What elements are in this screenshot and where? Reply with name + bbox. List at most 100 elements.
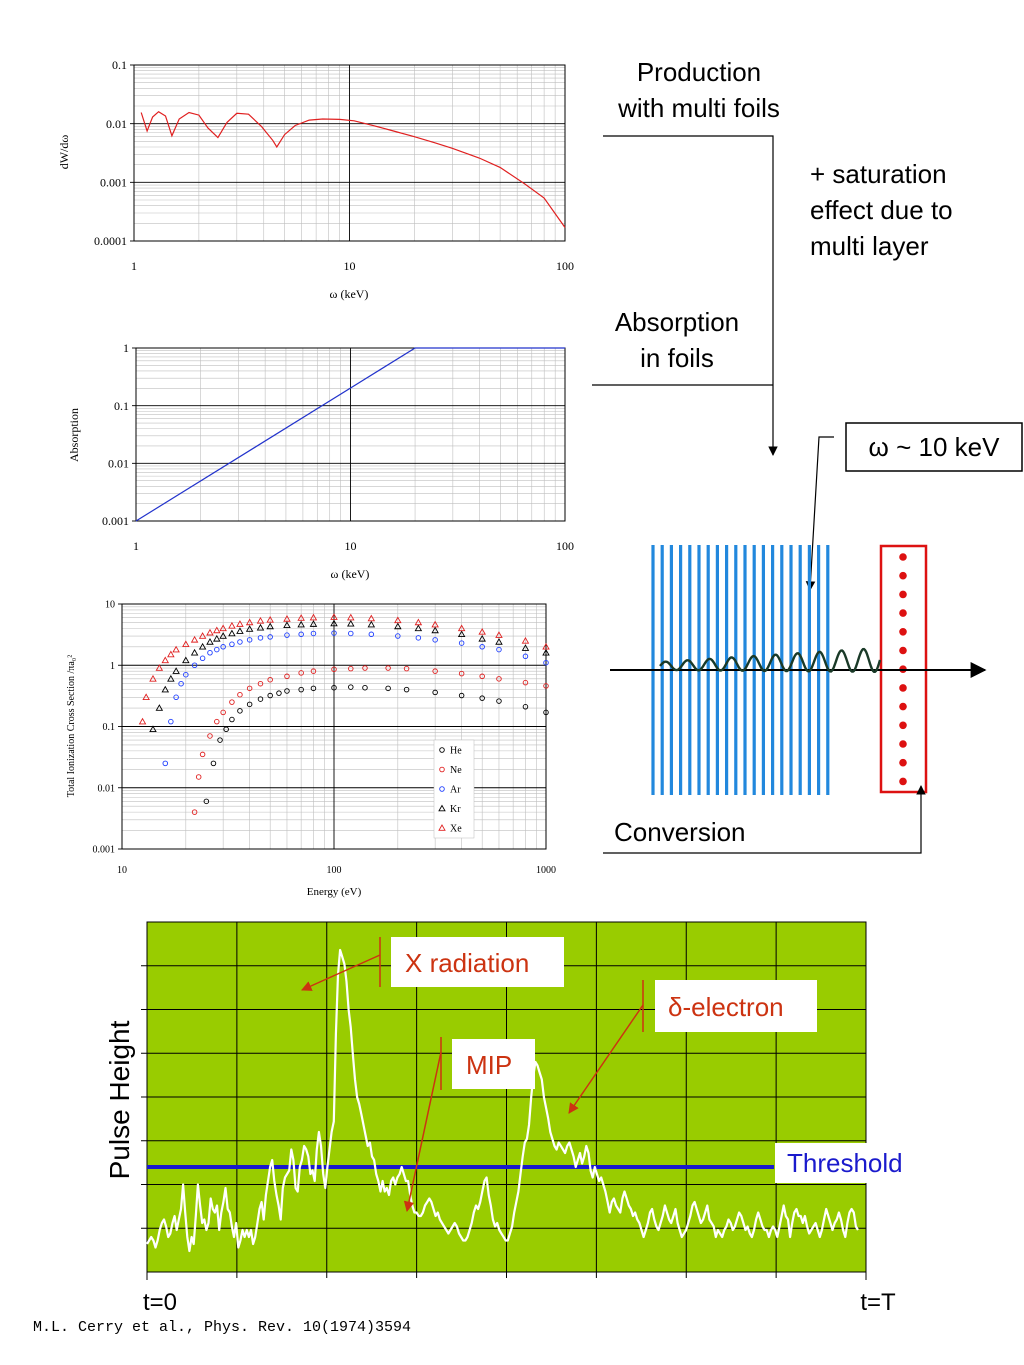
emission-spectrum-line: [140, 110, 566, 228]
chart2-y-axis-label: Absorption: [67, 408, 81, 462]
wire-dot: [899, 740, 907, 748]
data-point-xe: [198, 632, 207, 639]
data-point-ne: [331, 666, 337, 673]
conversion-label: Conversion: [614, 817, 746, 847]
chart4-series: [146, 948, 859, 1253]
data-point-ar: [479, 644, 485, 650]
chart3-y-axis-label: Total Ionization Cross Section /πa₀²: [66, 655, 77, 797]
t-end-label: t=T: [860, 1289, 896, 1316]
data-point-kr: [283, 621, 291, 628]
y-tick-label: 0.001: [100, 176, 127, 190]
data-point-xe: [297, 614, 305, 621]
data-point-he: [284, 688, 290, 694]
series-he: [203, 684, 549, 805]
data-point-ar: [458, 640, 465, 646]
data-point-xe: [182, 640, 190, 648]
data-point-ar: [173, 694, 179, 701]
data-point-kr: [219, 632, 227, 639]
data-point-ne: [220, 709, 226, 716]
legend-label-kr: Kr: [450, 804, 461, 815]
photon-wave: [659, 647, 882, 673]
chart2-series: [135, 347, 565, 522]
data-point-ne: [479, 673, 485, 680]
production-label-line2: with multi foils: [617, 93, 780, 123]
data-point-kr: [155, 704, 164, 711]
data-point-xe: [330, 613, 338, 620]
data-point-ne: [403, 665, 410, 672]
data-point-kr: [431, 626, 439, 634]
data-point-he: [237, 708, 243, 714]
data-point-ar: [331, 630, 337, 636]
delta-electron-label-box: [655, 980, 817, 1032]
trd-diagram: Production with multi foils + saturation…: [592, 57, 1023, 854]
saturation-label-line2: effect due to: [810, 195, 953, 225]
data-point-xe: [142, 693, 150, 701]
conversion-connector: [603, 785, 926, 854]
data-point-he: [432, 689, 438, 696]
y-tick-label: 0.01: [98, 783, 116, 794]
x-radiation-label-box: [391, 937, 564, 987]
omega-pointer: [805, 436, 834, 591]
wire-dot: [899, 646, 907, 655]
wire-dot: [899, 684, 907, 692]
data-point-kr: [213, 634, 221, 642]
wire-dot: [899, 571, 907, 580]
data-point-xe: [149, 674, 157, 682]
data-point-kr: [478, 634, 486, 642]
absorption-line: [135, 347, 565, 522]
production-connector: [603, 135, 778, 456]
data-point-kr: [394, 622, 402, 630]
data-point-xe: [478, 628, 486, 635]
data-point-kr: [149, 725, 157, 733]
wire-dot: [899, 702, 907, 711]
data-point-xe: [161, 656, 170, 664]
series-xe: [138, 613, 550, 725]
chart4-y-axis-label: Pulse Height: [104, 1020, 135, 1179]
x-radiation-label: X radiation: [405, 948, 529, 978]
delta-electron-label: δ-electron: [668, 992, 784, 1022]
data-point-xe: [228, 621, 236, 629]
wire-dot: [899, 777, 907, 786]
data-point-he: [267, 692, 273, 699]
data-point-ar: [168, 718, 174, 725]
x-tick-label: 100: [556, 259, 574, 273]
data-point-ne: [257, 680, 264, 687]
data-point-ar: [348, 630, 354, 637]
data-point-kr: [266, 622, 274, 630]
y-tick-label: 0.01: [108, 457, 129, 471]
data-point-ne: [195, 774, 202, 780]
data-point-xe: [172, 645, 180, 653]
wire-dot: [899, 628, 907, 636]
data-point-ne: [522, 679, 529, 686]
data-point-ar: [368, 631, 375, 638]
data-point-he: [331, 684, 337, 691]
chart3-x-axis-label: Energy (eV): [307, 886, 362, 898]
data-point-xe: [206, 628, 214, 636]
data-point-ne: [267, 676, 273, 683]
data-point-ne: [458, 670, 465, 677]
data-point-ar: [178, 680, 184, 687]
saturation-label-line1: + saturation: [810, 159, 947, 189]
data-point-xe: [190, 635, 199, 643]
data-point-kr: [297, 620, 305, 628]
data-point-he: [385, 685, 391, 692]
y-tick-label: 0.001: [93, 845, 116, 856]
data-point-kr: [167, 674, 175, 682]
data-point-ar: [214, 646, 220, 653]
data-point-ar: [298, 631, 304, 638]
threshold-label-box: [775, 1143, 925, 1183]
data-point-ne: [229, 699, 235, 705]
chart1-x-axis-label: ω (keV): [330, 287, 369, 301]
series-ar: [162, 630, 549, 767]
pulse-height-chart: Pulse Height t=0 t=T Threshold X radiati…: [104, 921, 925, 1316]
data-point-kr: [256, 623, 265, 631]
data-point-kr: [330, 619, 338, 627]
data-point-xe: [414, 618, 423, 626]
data-point-xe: [309, 613, 318, 621]
data-point-xe: [367, 614, 376, 622]
data-point-ar: [395, 633, 401, 639]
y-tick-label: 0.001: [102, 514, 129, 528]
emission-spectrum-chart: 1 10 100 0.1 0.01 0.001 0.0001 dW/dω ω (keV): [57, 58, 574, 301]
chart1-tick-labels: 1 10 100 0.1 0.01 0.001 0.0001: [94, 58, 574, 273]
data-point-ne: [385, 665, 391, 671]
